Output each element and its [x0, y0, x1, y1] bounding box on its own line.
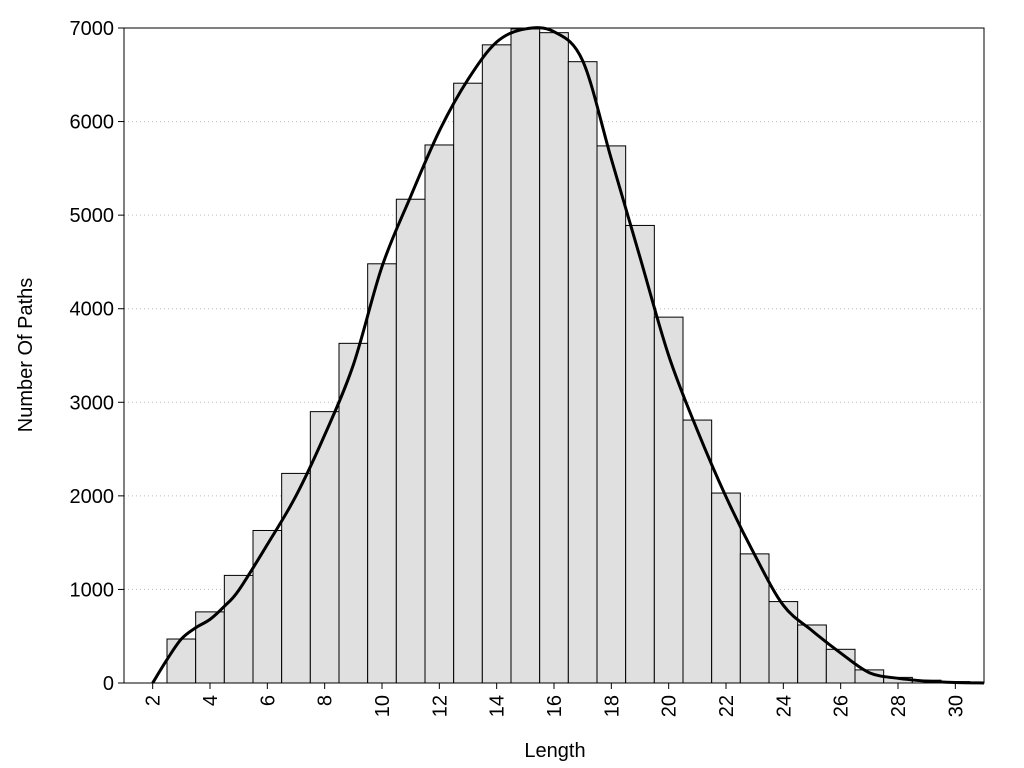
y-tick-label: 3000 — [70, 392, 115, 414]
bar — [768, 601, 799, 684]
bar — [453, 82, 483, 684]
x-tick-label: 20 — [659, 695, 681, 717]
x-tick-label: 4 — [200, 695, 222, 706]
bar — [596, 145, 627, 684]
bar — [481, 44, 512, 684]
x-tick-label: 8 — [315, 695, 337, 706]
x-tick-label: 26 — [831, 695, 853, 717]
bar — [825, 648, 856, 684]
x-tick-label: 22 — [716, 695, 738, 717]
y-tick-label: 4000 — [70, 299, 115, 321]
y-tick-label: 1000 — [70, 579, 115, 601]
bar — [281, 472, 311, 684]
bar — [395, 198, 426, 684]
x-tick-label: 18 — [601, 695, 623, 717]
bar — [653, 316, 684, 684]
bar — [166, 638, 197, 684]
x-axis-label: Length — [524, 740, 585, 762]
plot-frame — [123, 27, 985, 684]
bar — [195, 611, 225, 684]
y-tick-label: 0 — [103, 673, 114, 695]
bar — [223, 574, 254, 684]
bar — [510, 28, 541, 684]
x-tick-label: 24 — [773, 695, 795, 717]
x-tick-label: 16 — [544, 695, 566, 717]
bar — [711, 492, 741, 684]
bar — [252, 529, 283, 684]
x-tick-label: 10 — [372, 695, 394, 717]
x-tick-label: 14 — [487, 695, 509, 717]
y-tick-label: 7000 — [70, 18, 115, 40]
bar — [567, 61, 598, 684]
y-tick-label: 5000 — [70, 205, 115, 227]
bar — [539, 32, 569, 684]
bar — [424, 144, 455, 684]
x-tick-label: 28 — [888, 695, 910, 717]
y-tick-label: 2000 — [70, 486, 115, 508]
y-axis-label: Number Of Paths — [15, 278, 37, 433]
y-tick-label: 6000 — [70, 112, 115, 134]
x-tick-label: 2 — [143, 695, 165, 706]
bar — [367, 263, 397, 684]
x-tick-label: 30 — [945, 695, 967, 717]
bar — [797, 624, 827, 684]
x-tick-label: 12 — [429, 695, 451, 717]
x-tick-label: 6 — [257, 695, 279, 706]
bar — [309, 411, 340, 684]
bar — [682, 419, 713, 684]
